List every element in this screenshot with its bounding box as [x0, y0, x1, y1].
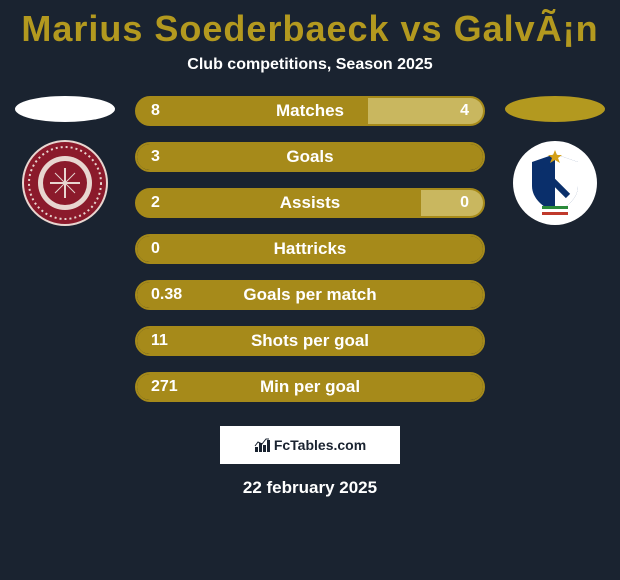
stat-value-left: 11 [151, 332, 168, 350]
header: Marius Soederbaeck vs GalvÃ¡n Club compe… [0, 0, 620, 78]
left-club-badge [22, 140, 108, 226]
stat-row: Goals per match 0.38 [135, 280, 485, 310]
stat-bars: Matches 8 4 Goals 3 Assists 2 0 Hattricks 0 Goals … [135, 96, 485, 402]
stat-value-left: 0.38 [151, 286, 182, 304]
stat-row: Shots per goal 11 [135, 326, 485, 356]
brand-box[interactable]: FcTables.com [220, 426, 400, 464]
brand-text: FcTables.com [274, 437, 366, 453]
right-ellipse [505, 96, 605, 122]
stat-label: Assists [280, 193, 340, 213]
stat-label: Min per goal [260, 377, 360, 397]
page-title: Marius Soederbaeck vs GalvÃ¡n [0, 8, 620, 50]
page-subtitle: Club competitions, Season 2025 [0, 56, 620, 74]
right-side [505, 96, 605, 226]
right-club-badge [512, 140, 598, 226]
stat-row: Min per goal 271 [135, 372, 485, 402]
stat-label: Goals [286, 147, 333, 167]
stat-row: Matches 8 4 [135, 96, 485, 126]
stat-label: Hattricks [274, 239, 347, 259]
stat-label: Goals per match [243, 285, 376, 305]
stat-value-left: 271 [151, 378, 178, 396]
comparison-content: Matches 8 4 Goals 3 Assists 2 0 Hattricks 0 Goals … [0, 96, 620, 402]
left-side [15, 96, 115, 226]
stat-row: Hattricks 0 [135, 234, 485, 264]
stat-value-left: 3 [151, 148, 160, 166]
stat-label: Shots per goal [251, 331, 369, 351]
stat-row: Assists 2 0 [135, 188, 485, 218]
stat-row: Goals 3 [135, 142, 485, 172]
stat-value-left: 0 [151, 240, 160, 258]
stat-value-right: 4 [460, 102, 469, 120]
left-ellipse [15, 96, 115, 122]
stat-value-left: 2 [151, 194, 160, 212]
stat-value-left: 8 [151, 102, 160, 120]
bar-right-fill [421, 190, 483, 216]
chart-icon [254, 437, 270, 453]
stat-value-right: 0 [460, 194, 469, 212]
stat-label: Matches [276, 101, 344, 121]
date-text: 22 february 2025 [0, 478, 620, 498]
